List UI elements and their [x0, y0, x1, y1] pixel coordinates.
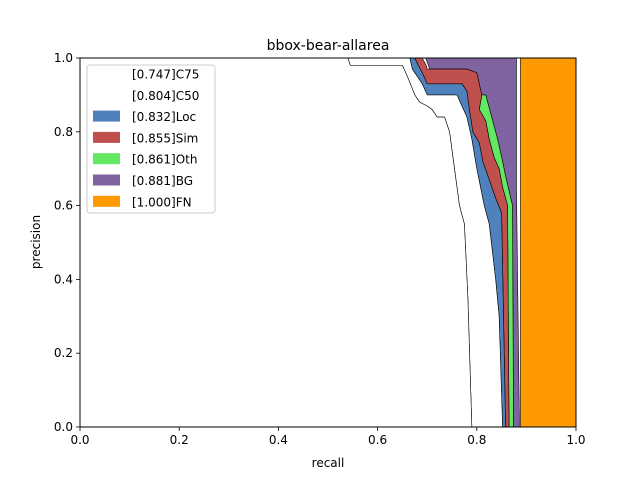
legend-label: [0.832]Loc — [132, 110, 196, 124]
y-tick-label: 0.0 — [54, 420, 73, 434]
legend-label: [0.747]C75 — [132, 68, 199, 82]
x-axis-ticks: 0.0 0.2 0.4 0.6 0.8 1.0 — [70, 427, 586, 447]
y-tick-label: 0.8 — [54, 125, 73, 139]
y-tick-label: 0.6 — [54, 199, 73, 213]
legend-swatch — [93, 110, 120, 122]
legend-label: [0.861]Oth — [132, 153, 197, 167]
x-tick-label: 0.8 — [467, 433, 486, 447]
x-tick-label: 0.4 — [269, 433, 288, 447]
legend-label: [0.804]C50 — [132, 89, 199, 103]
x-tick-label: 0.2 — [170, 433, 189, 447]
y-axis-ticks: 0.0 0.2 0.4 0.6 0.8 1.0 — [54, 51, 80, 434]
x-tick-label: 0.6 — [368, 433, 387, 447]
x-tick-label: 0.0 — [70, 433, 89, 447]
y-axis-label: precision — [29, 215, 43, 269]
plot-frame — [79, 57, 577, 428]
legend: [0.747]C75 [0.804]C50 [0.832]Loc [0.855]Sim… — [86, 64, 216, 214]
legend-swatch — [93, 153, 120, 165]
y-tick-label: 1.0 — [54, 51, 73, 65]
y-tick-label: 0.4 — [54, 272, 73, 286]
area-1-000-fn — [520, 57, 577, 428]
legend-swatch — [93, 174, 120, 186]
legend-label: [0.855]Sim — [132, 131, 198, 145]
legend-swatch — [93, 89, 120, 101]
legend-label: [1.000]FN — [132, 195, 192, 209]
x-tick-label: 1.0 — [566, 433, 585, 447]
legend-swatch — [93, 131, 120, 143]
legend-label: [0.881]BG — [132, 174, 193, 188]
x-axis-label: recall — [312, 456, 345, 470]
y-tick-label: 0.2 — [54, 346, 73, 360]
legend-swatch — [93, 195, 120, 207]
legend-swatch — [93, 68, 120, 79]
chart-title: bbox-bear-allarea — [267, 38, 390, 54]
